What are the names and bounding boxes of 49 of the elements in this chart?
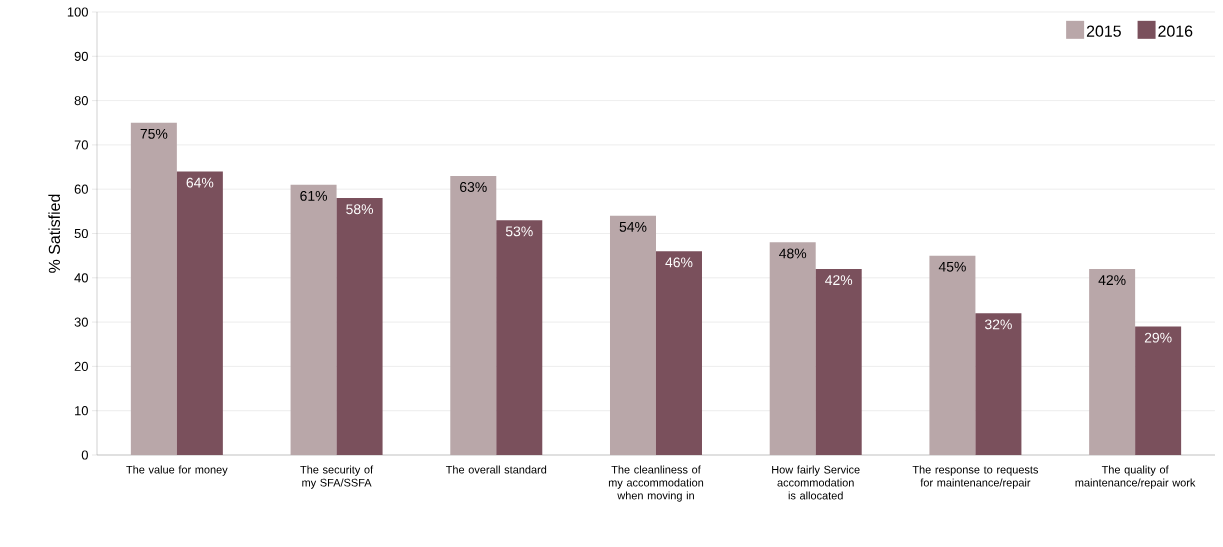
y-tick-label: 30 — [74, 317, 88, 327]
data-label: 54% — [619, 221, 647, 232]
x-tick-label: The cleanliness of my accommodation when moving in — [608, 465, 704, 502]
y-tick-label: 80 — [74, 96, 88, 106]
data-label: 32% — [984, 319, 1012, 330]
bar — [929, 255, 976, 455]
y-tick-label: 20 — [74, 361, 88, 371]
data-label: 48% — [779, 248, 807, 259]
bar — [450, 175, 497, 455]
bar — [336, 198, 383, 455]
data-label: 45% — [938, 261, 966, 272]
x-tick-label: The value for money — [126, 465, 228, 476]
data-label: 53% — [505, 226, 533, 237]
y-tick-label: 10 — [75, 406, 88, 416]
bar — [1089, 268, 1136, 455]
data-label: 75% — [140, 128, 168, 139]
bar — [769, 242, 816, 455]
bar — [609, 215, 656, 455]
bar — [815, 268, 862, 455]
data-label: 64% — [186, 177, 214, 188]
bar — [176, 171, 223, 455]
bar — [130, 122, 177, 455]
y-tick-label: 90 — [74, 51, 88, 61]
bar — [1135, 326, 1182, 455]
data-label: 63% — [460, 182, 487, 192]
y-tick-label: 70 — [74, 140, 88, 150]
x-tick-label: How fairly Service accommodation is allocated — [772, 465, 860, 500]
y-tick-label: 50 — [74, 228, 88, 239]
data-label: 46% — [665, 257, 693, 268]
data-label: 42% — [825, 275, 853, 285]
x-tick-label: The quality of maintenance/repair work — [1075, 465, 1196, 489]
data-label: 29% — [1144, 332, 1172, 343]
legend-label: 2015 — [1086, 25, 1121, 37]
data-label: 58% — [346, 204, 374, 215]
x-tick-label: The security of my SFA/SSFA — [300, 465, 374, 489]
y-axis-title: % Satisfied — [48, 194, 61, 273]
x-tick-label: The response to requests for maintenance/repair — [912, 465, 1039, 489]
y-tick-label: 40 — [74, 273, 88, 283]
x-tick-label: The overall standard — [445, 465, 547, 474]
bar — [496, 220, 543, 455]
data-label: 42% — [1098, 275, 1126, 285]
data-label: 61% — [300, 190, 328, 201]
y-tick-label: 0 — [81, 450, 88, 460]
bar — [655, 251, 702, 455]
y-tick-label: 100 — [67, 7, 88, 17]
legend-label: 2016 — [1158, 25, 1193, 37]
y-tick-label: 60 — [74, 184, 88, 194]
bar — [290, 184, 337, 455]
bar — [975, 313, 1022, 455]
